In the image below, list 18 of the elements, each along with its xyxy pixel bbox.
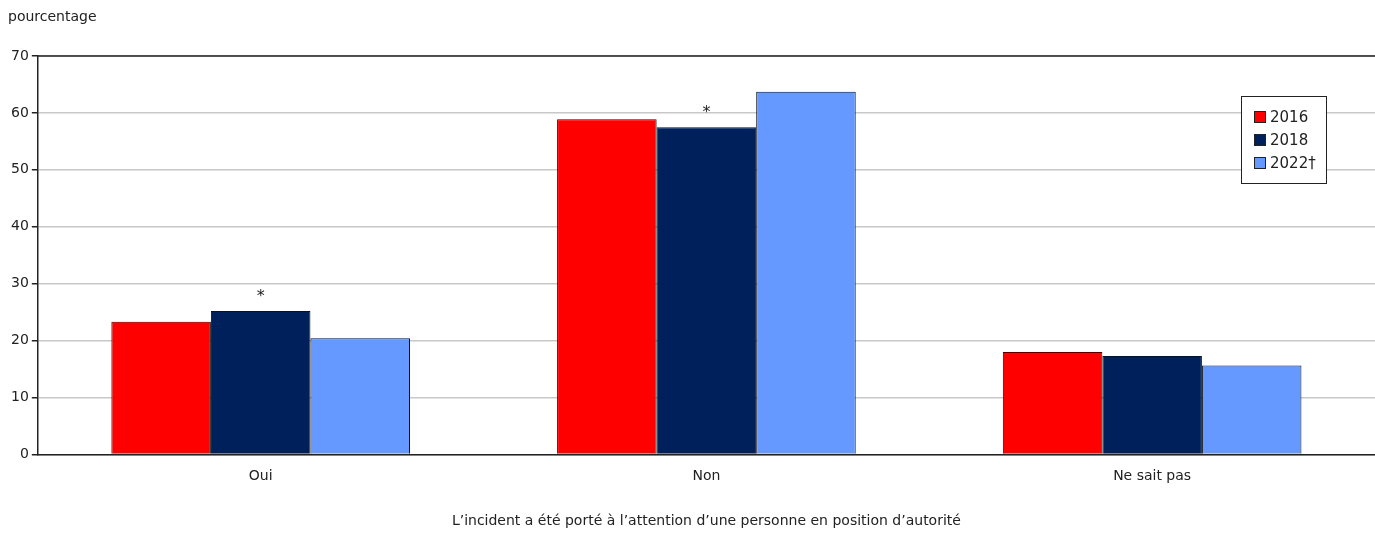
annotation: * — [702, 102, 711, 122]
y-tick-label: 10 — [10, 388, 29, 405]
y-tick-label: 0 — [19, 445, 29, 462]
x-tick-label: Oui — [248, 467, 273, 484]
y-tick-label: 60 — [10, 103, 29, 120]
legend-label: 2022† — [1270, 154, 1316, 172]
y-tick-label: 20 — [10, 331, 29, 348]
x-tick-label: Non — [692, 467, 721, 484]
y-tick-label: 40 — [10, 217, 29, 234]
y-tick-label: 50 — [10, 160, 29, 177]
legend-label: 2018 — [1270, 131, 1309, 149]
x-tick-label: Ne sait pas — [1113, 467, 1192, 484]
y-tick-label: 70 — [10, 46, 29, 63]
y-tick-label: 30 — [10, 274, 29, 291]
x-axis-title: L’incident a été porté à l’attention d’une personne en position d’autorité — [451, 512, 961, 529]
annotation: * — [256, 286, 265, 306]
y-axis-title: pourcentage — [8, 8, 97, 24]
legend-label: 2016 — [1270, 108, 1309, 126]
